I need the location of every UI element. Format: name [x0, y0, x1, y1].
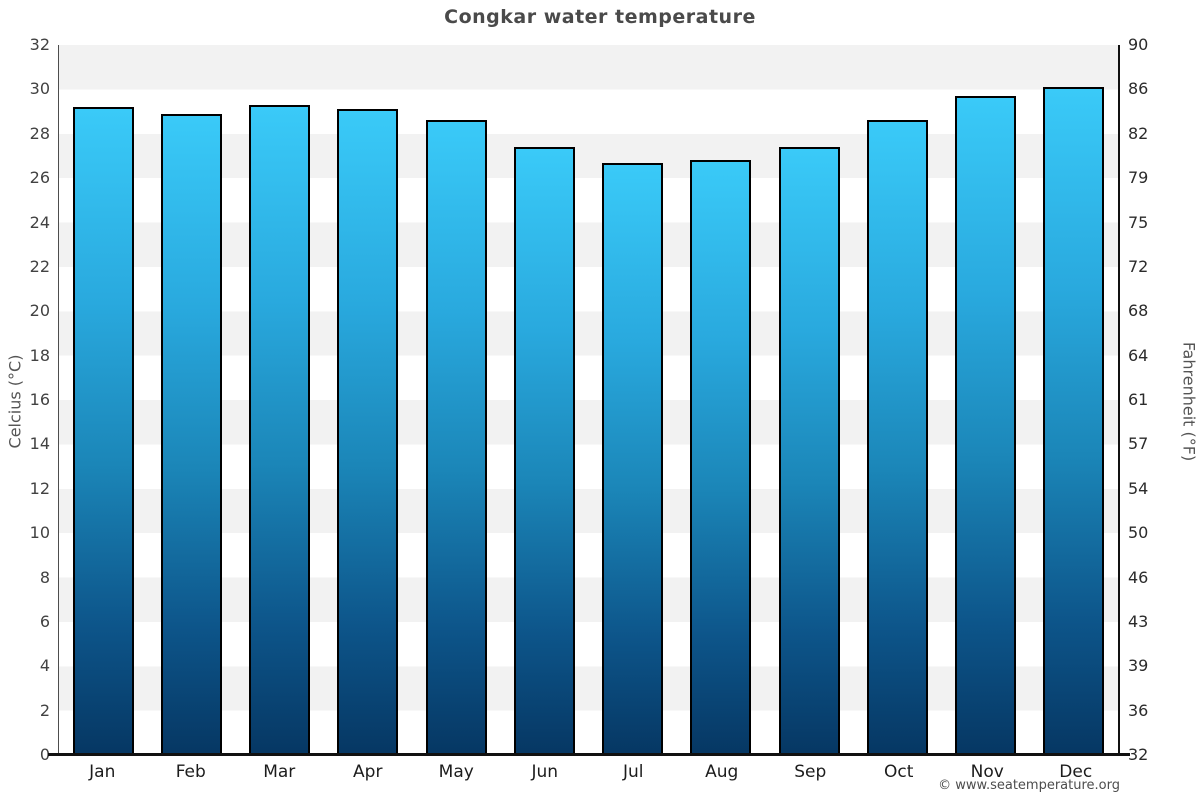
bar-mar: [249, 104, 311, 755]
x-axis-label-jan: Jan: [89, 762, 116, 782]
y-tick-celsius-10: 10: [29, 523, 50, 543]
y-tick-celsius-26: 26: [29, 168, 50, 188]
y-tick-celsius-4: 4: [39, 656, 50, 676]
y-tick-fahrenheit-54: 54: [1128, 478, 1149, 498]
bar-feb: [160, 113, 222, 755]
bar-aug: [690, 160, 752, 755]
bars-group: [59, 45, 1118, 755]
bar-oct: [866, 120, 928, 755]
plot-area: [58, 45, 1120, 755]
bar-apr: [337, 109, 399, 755]
y-tick-celsius-2: 2: [39, 700, 50, 720]
bar-slot-mar: [236, 45, 324, 755]
bar-jun: [513, 147, 575, 755]
x-axis-label-aug: Aug: [705, 762, 739, 782]
x-axis-line: [48, 753, 1130, 756]
y-tick-fahrenheit-75: 75: [1128, 212, 1149, 232]
y-axis-ticks-fahrenheit: 90 86 82 79 75 72 68 64 61 57 54 50 46 43 39 36 32: [1128, 35, 1188, 764]
y-tick-celsius-28: 28: [29, 123, 50, 143]
y-tick-celsius-12: 12: [29, 478, 50, 498]
bar-dec: [1043, 87, 1105, 755]
chart-title: Congkar water temperature: [444, 6, 756, 28]
y-tick-fahrenheit-79: 79: [1128, 168, 1149, 188]
y-tick-celsius-14: 14: [29, 434, 50, 454]
x-axis-label-oct: Oct: [884, 762, 914, 782]
y-tick-fahrenheit-43: 43: [1128, 611, 1149, 631]
x-axis-label-dec: Dec: [1059, 762, 1093, 782]
x-axis-label-may: May: [438, 762, 474, 782]
y-tick-fahrenheit-50: 50: [1128, 523, 1149, 543]
y-tick-celsius-24: 24: [29, 212, 50, 232]
x-axis-label-jul: Jul: [622, 762, 644, 782]
x-axis-label-apr: Apr: [353, 762, 383, 782]
y-tick-fahrenheit-46: 46: [1128, 567, 1149, 587]
y-tick-celsius-22: 22: [29, 256, 50, 276]
y-tick-celsius-20: 20: [29, 301, 50, 321]
y-tick-fahrenheit-39: 39: [1128, 656, 1149, 676]
y-tick-celsius-8: 8: [39, 567, 50, 587]
y-tick-celsius-30: 30: [29, 79, 50, 99]
x-axis-label-mar: Mar: [263, 762, 296, 782]
y-tick-fahrenheit-32: 32: [1128, 745, 1149, 764]
y-tick-fahrenheit-36: 36: [1128, 700, 1149, 720]
bar-jan: [72, 107, 134, 755]
y-tick-fahrenheit-82: 82: [1128, 123, 1149, 143]
y-tick-celsius-18: 18: [29, 345, 50, 365]
y-axis-ticks-celsius: 32 30 28 26 24 22 20 18 16 14 12 10 8 6 4 2 0: [0, 35, 50, 764]
bar-slot-nov: [942, 45, 1030, 755]
bar-slot-feb: [147, 45, 235, 755]
bar-slot-dec: [1030, 45, 1118, 755]
y-tick-fahrenheit-68: 68: [1128, 301, 1149, 321]
y-tick-celsius-16: 16: [29, 390, 50, 409]
y-tick-fahrenheit-72: 72: [1128, 256, 1149, 276]
bar-slot-sep: [765, 45, 853, 755]
y-tick-celsius-32: 32: [29, 35, 50, 54]
bar-jul: [602, 162, 664, 755]
bar-slot-apr: [324, 45, 412, 755]
x-axis-labels: Jan Feb Mar Apr May Jun Jul Aug Sep Oct Nov Dec: [58, 762, 1120, 782]
copyright-credit: © www.seatemperature.org: [938, 778, 1120, 793]
x-axis-label-sep: Sep: [794, 762, 827, 782]
bar-slot-aug: [677, 45, 765, 755]
y-tick-fahrenheit-57: 57: [1128, 434, 1149, 454]
bar-slot-jun: [500, 45, 588, 755]
bar-may: [425, 120, 487, 755]
y-tick-fahrenheit-61: 61: [1128, 390, 1149, 409]
y-tick-fahrenheit-64: 64: [1128, 345, 1149, 365]
x-axis-label-jun: Jun: [531, 762, 559, 782]
x-axis-label-feb: Feb: [175, 762, 206, 782]
bar-slot-jan: [59, 45, 147, 755]
bar-sep: [778, 147, 840, 755]
y-tick-fahrenheit-90: 90: [1128, 35, 1149, 54]
y-tick-fahrenheit-86: 86: [1128, 79, 1149, 99]
y-tick-celsius-0: 0: [39, 745, 50, 764]
bar-slot-oct: [853, 45, 941, 755]
y-tick-celsius-6: 6: [39, 611, 50, 631]
x-axis-label-nov: Nov: [970, 762, 1004, 782]
bar-nov: [955, 96, 1017, 755]
bar-slot-jul: [589, 45, 677, 755]
bar-slot-may: [412, 45, 500, 755]
